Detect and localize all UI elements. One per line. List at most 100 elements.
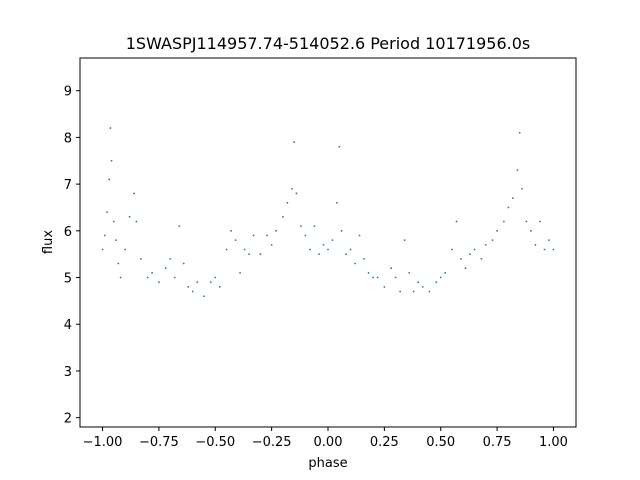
data-point [354,262,356,265]
data-point [182,262,185,265]
x-tick-label: −0.25 [252,435,292,450]
data-point [209,281,212,284]
plot-area [80,58,576,427]
y-tick-label: 7 [64,178,72,193]
data-point [293,141,296,143]
data-point [139,257,142,260]
y-tick-label: 2 [64,412,72,427]
chart-title: 1SWASPJ114957.74-514052.6 Period 1017195… [126,34,531,53]
data-point [412,290,415,293]
data-point [135,220,138,223]
scatter-points [101,127,555,298]
x-tick-label: 0.50 [426,435,455,450]
data-point [530,229,532,232]
data-point [417,281,420,284]
data-point [502,220,505,223]
data-point [117,262,120,265]
data-point [282,215,284,218]
data-point [534,243,537,246]
data-point [128,215,131,218]
data-point [252,234,255,237]
data-point [327,248,329,251]
data-point [491,239,494,242]
data-point [243,248,246,251]
data-point [451,248,453,251]
data-point [480,257,483,260]
data-point [507,206,510,209]
data-point [338,145,341,148]
data-point [270,243,273,246]
data-point [399,290,402,293]
data-point [169,257,172,260]
data-point [203,295,205,298]
x-tick-label: −0.75 [139,435,179,450]
data-point [484,243,487,246]
data-point [520,187,523,190]
data-point [403,239,406,242]
data-point [336,201,338,204]
data-point [367,271,370,274]
data-point [318,253,320,256]
data-point [340,229,343,232]
data-point [108,178,111,181]
data-point [496,229,498,232]
data-point [178,225,181,228]
data-point [408,271,411,274]
data-point [119,276,122,279]
data-point [101,248,104,251]
data-point [444,271,447,274]
data-point [435,281,438,284]
data-point [286,201,289,204]
data-point [234,239,237,242]
data-point [214,276,217,279]
data-point [428,290,431,293]
data-point [218,285,221,288]
data-point [552,248,555,251]
data-point [376,276,379,279]
y-axis-label: flux [41,230,56,254]
data-point [322,243,325,246]
x-tick-label: −1.00 [83,435,123,450]
data-point [164,267,167,270]
data-point [124,248,126,251]
data-point [455,220,458,223]
data-point [539,220,541,223]
y-tick-label: 6 [64,225,72,240]
data-point [345,253,347,256]
data-point [146,276,149,279]
data-point [112,220,115,223]
data-point [358,234,361,237]
data-point [133,192,136,195]
x-tick-label: 0.00 [314,435,343,450]
data-point [516,169,519,172]
data-point [196,281,199,284]
data-point [372,276,374,279]
y-tick-label: 3 [64,365,72,380]
x-tick-label: 0.25 [370,435,399,450]
x-axis-label: phase [308,456,347,471]
x-axis: −1.00 −0.75 −0.50 −0.25 0.00 0.25 0.50 0.75 1.00 [83,427,568,450]
y-axis: 2 3 4 5 6 7 8 9 [64,85,80,427]
data-point [511,197,514,200]
data-point [421,285,424,288]
data-point [259,253,262,256]
data-point [473,248,476,251]
data-point [439,276,442,279]
data-point [291,187,293,190]
data-point [191,290,194,293]
y-tick-label: 9 [64,85,72,100]
data-point [464,267,467,270]
y-tick-label: 8 [64,131,72,146]
data-point [225,248,228,251]
data-point [309,248,311,251]
data-point [109,127,112,129]
data-point [363,257,365,260]
data-point [300,225,302,228]
y-tick-label: 5 [64,272,72,287]
data-point [248,253,250,256]
data-point [266,234,269,237]
data-point [548,239,550,242]
data-point [469,253,471,256]
data-point [313,225,316,228]
